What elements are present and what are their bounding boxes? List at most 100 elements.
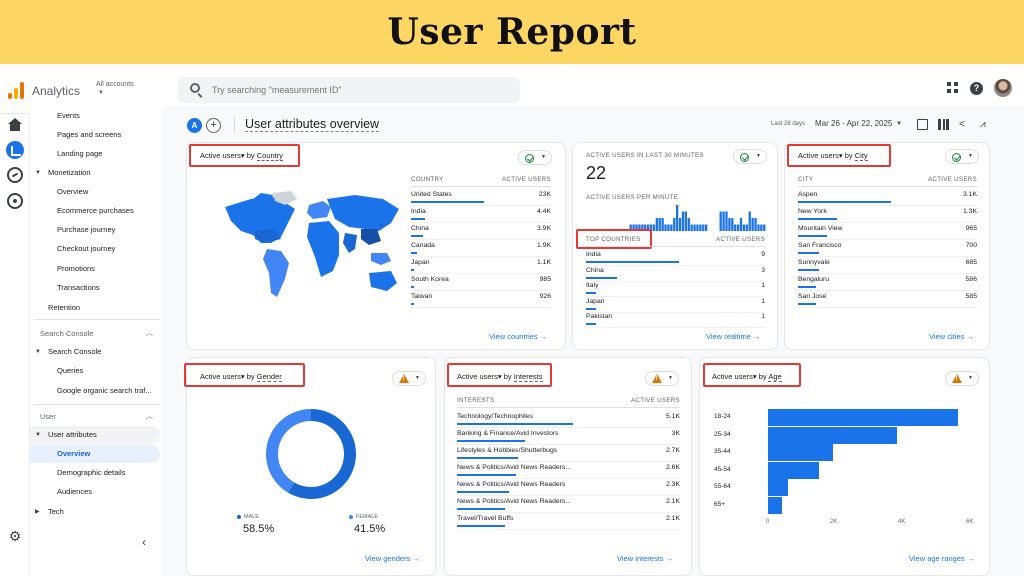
age-bar[interactable]	[768, 409, 959, 426]
table-row[interactable]: San Jose 585	[798, 291, 977, 308]
card-title[interactable]: Active users▾ by Country	[200, 151, 283, 161]
column-header[interactable]: ACTIVE USERS	[502, 176, 551, 183]
apps-grid-icon[interactable]	[947, 82, 958, 93]
age-bar-chart[interactable]: 18-24 25-34 35-44 45-54 55-64 65+ 0 2K 4K 6K	[700, 358, 991, 576]
table-row[interactable]: United States 23K	[411, 189, 551, 206]
nav-promotions[interactable]: Promotions	[57, 264, 95, 273]
chevron-down-icon[interactable]: ▼	[896, 121, 902, 127]
nav-user-attributes[interactable]: ▼ User attributes	[30, 426, 160, 444]
table-row[interactable]: China 3	[586, 265, 765, 282]
view-age-ranges-link[interactable]: View age ranges →	[909, 554, 975, 563]
age-bar[interactable]	[768, 426, 898, 444]
column-header[interactable]: ACTIVE USERS	[631, 397, 680, 404]
table-row[interactable]: South Korea 985	[411, 274, 551, 291]
chevron-down-icon[interactable]: ▼	[98, 90, 104, 96]
compare-icon[interactable]	[938, 119, 949, 130]
nav-google-organic-search[interactable]: Google organic search traf...	[57, 386, 152, 395]
table-row[interactable]: Sunnyvale 685	[798, 257, 977, 274]
table-row[interactable]: Technology/Technophiles 5.1K	[457, 411, 680, 428]
chevron-up-icon[interactable]: ︿	[146, 330, 153, 337]
date-range[interactable]: Mar 26 - Apr 22, 2025	[815, 119, 893, 128]
home-icon[interactable]	[7, 118, 23, 134]
table-row[interactable]: Travel/Travel Buffs 2.1K	[457, 513, 680, 530]
column-header[interactable]: ACTIVE USERS	[928, 176, 977, 183]
table-row[interactable]: Japan 1.1K	[411, 257, 551, 274]
table-row[interactable]: New York 1.3K	[798, 206, 977, 223]
table-row[interactable]: India 4.4K	[411, 206, 551, 223]
search-bar[interactable]	[178, 77, 520, 103]
card-title[interactable]: Active users▾ by Age	[712, 372, 782, 382]
table-row[interactable]: India 9	[586, 249, 765, 266]
age-bar[interactable]	[768, 479, 789, 497]
data-quality-badge[interactable]: ▼	[645, 371, 679, 386]
date-preset-label[interactable]: Last 28 days	[771, 121, 806, 127]
add-comparison-icon[interactable]: +	[206, 118, 221, 133]
nav-landing-page[interactable]: Landing page	[57, 149, 103, 158]
nav-retention[interactable]: Retention	[48, 303, 81, 312]
data-quality-badge[interactable]: ▼	[518, 150, 552, 165]
row-label: United States	[411, 191, 452, 198]
nav-monetization-overview[interactable]: Overview	[57, 187, 89, 196]
world-map[interactable]	[215, 191, 405, 311]
advertising-icon[interactable]	[7, 193, 23, 209]
card-title[interactable]: Active users▾ by Interests	[457, 372, 543, 382]
view-realtime-link[interactable]: View realtime →	[706, 332, 761, 341]
comparison-badge[interactable]: A	[187, 118, 202, 133]
table-row[interactable]: Pakistan 1	[586, 311, 765, 328]
help-icon[interactable]: ?	[970, 82, 983, 95]
insights-icon[interactable]: ⩘	[980, 119, 986, 130]
table-row[interactable]: China 3.9K	[411, 223, 551, 240]
search-input[interactable]	[212, 81, 502, 99]
table-row[interactable]: Bengaluru 586	[798, 274, 977, 291]
gender-donut-chart[interactable]	[260, 403, 362, 505]
accounts-selector[interactable]: All accounts	[96, 81, 134, 88]
customize-report-icon[interactable]	[917, 119, 928, 130]
reports-icon[interactable]	[6, 141, 24, 159]
data-quality-badge[interactable]: ▼	[945, 149, 979, 164]
view-interests-link[interactable]: View interests →	[617, 554, 674, 563]
age-bar[interactable]	[768, 497, 782, 514]
chevron-up-icon[interactable]: ︿	[146, 413, 153, 420]
nav-ecommerce-purchases[interactable]: Ecommerce purchases	[57, 206, 134, 215]
collapse-nav-icon[interactable]: ‹	[142, 535, 146, 549]
table-row[interactable]: Japan 1	[586, 296, 765, 313]
nav-events[interactable]: Events	[57, 111, 80, 120]
table-row[interactable]: Banking & Finance/Avid Investors 3K	[457, 428, 680, 445]
view-countries-link[interactable]: View countries →	[489, 332, 548, 341]
per-minute-chart[interactable]	[586, 205, 766, 231]
share-icon[interactable]: <	[959, 119, 965, 130]
table-row[interactable]: Lifestyles & Hobbies/Shutterbugs 2.7K	[457, 445, 680, 462]
nav-monetization[interactable]: ▼ Monetization	[30, 164, 160, 182]
table-row[interactable]: Canada 1.9K	[411, 240, 551, 257]
table-row[interactable]: News & Politics/Avid News Readers... 2.6K	[457, 462, 680, 479]
table-row[interactable]: Aspen 3.1K	[798, 189, 977, 206]
explore-icon[interactable]	[7, 167, 23, 183]
nav-user-attributes-overview[interactable]: Overview	[30, 445, 160, 463]
age-bar[interactable]	[768, 444, 833, 462]
table-row[interactable]: Taiwan 926	[411, 291, 551, 308]
table-row[interactable]: News & Politics/Avid News Readers... 2.1K	[457, 496, 680, 513]
nav-audiences[interactable]: Audiences	[57, 487, 93, 496]
nav-demographic-details[interactable]: Demographic details	[57, 468, 126, 477]
data-quality-badge[interactable]: ▼	[733, 149, 767, 164]
table-row[interactable]: San Francisco 700	[798, 240, 977, 257]
nav-purchase-journey[interactable]: Purchase journey	[57, 225, 116, 234]
nav-search-console[interactable]: ▼ Search Console	[30, 343, 160, 361]
card-title[interactable]: Active users▾ by Gender	[200, 372, 282, 382]
table-row[interactable]: Mountain View 965	[798, 223, 977, 240]
nav-transactions[interactable]: Transactions	[57, 283, 100, 292]
nav-pages-and-screens[interactable]: Pages and screens	[57, 130, 122, 139]
gear-icon[interactable]: ⚙	[8, 528, 22, 544]
nav-queries[interactable]: Queries	[57, 366, 84, 375]
avatar[interactable]	[994, 79, 1012, 97]
age-bar[interactable]	[768, 461, 819, 479]
card-title[interactable]: Active users▾ by City	[798, 151, 868, 161]
view-genders-link[interactable]: View genders →	[365, 554, 420, 563]
nav-checkout-journey[interactable]: Checkout journey	[57, 244, 116, 253]
table-row[interactable]: Italy 1	[586, 280, 765, 297]
data-quality-badge[interactable]: ▼	[392, 371, 426, 386]
data-quality-badge[interactable]: ▼	[945, 371, 979, 386]
nav-tech[interactable]: ▶ Tech	[30, 503, 160, 521]
table-row[interactable]: News & Politics/Avid News Readers 2.3K	[457, 479, 680, 496]
view-cities-link[interactable]: View cities →	[929, 332, 974, 341]
